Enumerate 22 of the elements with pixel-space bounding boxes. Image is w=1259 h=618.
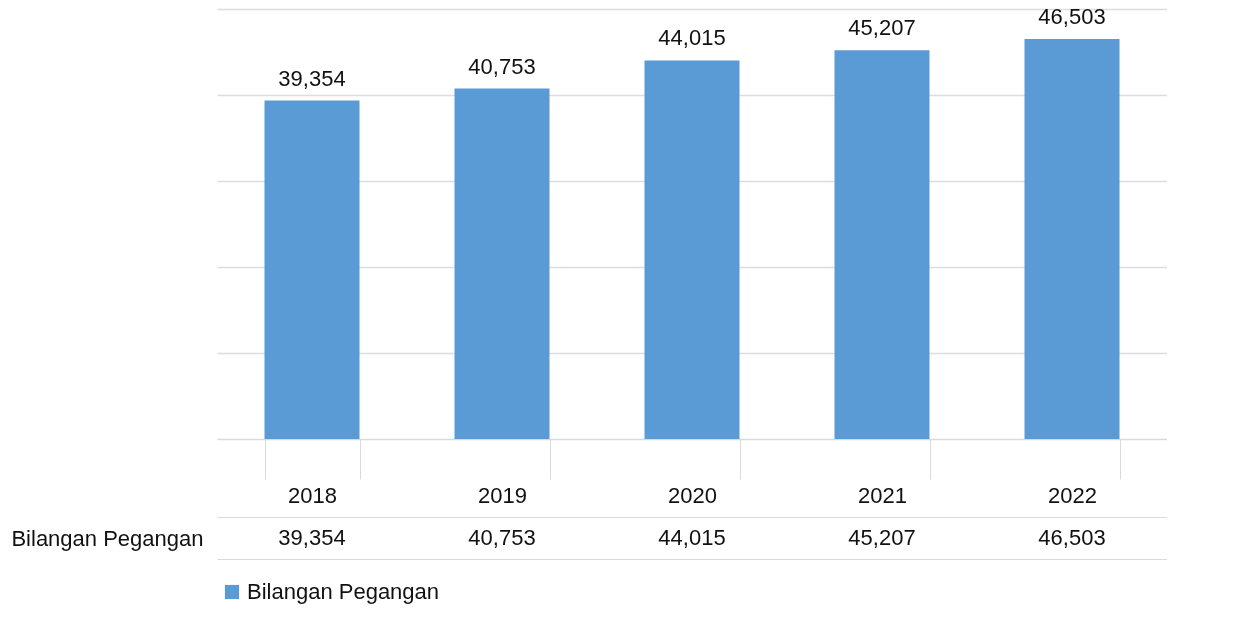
data-label: 46,503 <box>1038 525 1106 550</box>
bar <box>834 50 930 439</box>
x-tick-label: 2020 <box>668 482 717 508</box>
text: 44,015 <box>658 25 726 51</box>
data-label: 44,015 <box>658 525 726 550</box>
text: Bilangan Pegangan <box>11 525 204 551</box>
x-tick-label: 2021 <box>858 482 907 508</box>
bar <box>264 100 360 439</box>
data-label: 40,753 <box>468 525 536 550</box>
x-tick-label: 2018 <box>288 482 337 508</box>
data-label: 45,207 <box>848 525 916 550</box>
text: 39,354 <box>278 65 346 91</box>
data-label: 39,354 <box>278 525 346 550</box>
text: 40,753 <box>468 53 536 79</box>
bar <box>454 88 550 439</box>
bar <box>1024 39 1120 439</box>
legend-label: Bilangan Pegangan <box>247 579 440 604</box>
x-tick-label: 2019 <box>478 482 527 508</box>
x-tick-label: 2022 <box>1048 482 1097 508</box>
text: 46,503 <box>1038 4 1106 30</box>
text: 45,207 <box>848 15 916 41</box>
bar <box>644 60 740 439</box>
